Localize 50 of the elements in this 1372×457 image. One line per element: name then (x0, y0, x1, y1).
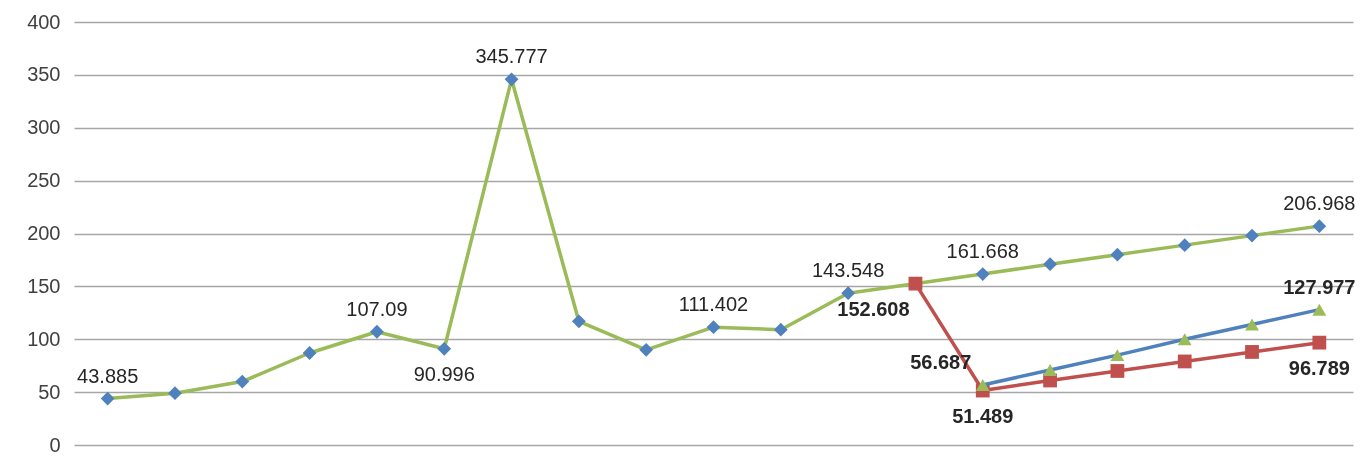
point (437, 341, 452, 356)
point (235, 374, 250, 389)
data-label: 90.996 (413, 362, 475, 385)
point (1245, 228, 1259, 243)
y-tick-label: 0 (49, 433, 61, 456)
point (1110, 364, 1125, 378)
data-label: 107.09 (346, 297, 408, 320)
y-tick-label: 100 (27, 327, 61, 350)
y-tick-label: 200 (27, 222, 61, 244)
point (773, 322, 788, 337)
point (1312, 219, 1327, 234)
point (168, 386, 182, 401)
y-tick-label: 50 (38, 380, 61, 403)
y-tick-label: 400 (27, 10, 61, 33)
point (370, 324, 384, 339)
y-tick-label: 150 (27, 274, 61, 297)
point (1110, 247, 1125, 262)
y-tick-label: 350 (27, 63, 61, 86)
point (975, 267, 990, 281)
point (1177, 333, 1192, 346)
point (1043, 257, 1057, 272)
point (908, 276, 923, 291)
data-label: 51.489 (952, 404, 1014, 427)
point (975, 379, 990, 392)
point (1110, 349, 1125, 362)
data-label: 345.777 (475, 45, 548, 68)
point (1312, 303, 1327, 316)
point (1043, 363, 1057, 376)
data-label: 111.402 (678, 293, 749, 316)
y-tick-label: 300 (27, 116, 61, 139)
data-label: 143.548 (811, 259, 885, 282)
point (302, 346, 317, 360)
point (100, 391, 115, 406)
point (706, 320, 721, 335)
point (1245, 345, 1259, 359)
data-label: 161.668 (946, 240, 1019, 263)
data-label: 43.885 (77, 364, 139, 387)
point (571, 314, 586, 329)
point (1312, 335, 1327, 350)
point (1177, 238, 1192, 253)
data-label: 206.968 (1283, 192, 1356, 215)
point (1177, 354, 1192, 369)
point (639, 342, 654, 357)
data-label: 96.789 (1288, 356, 1350, 379)
point (1245, 318, 1259, 331)
data-label: 152.608 (837, 297, 910, 320)
data-label: 127.977 (1283, 275, 1356, 298)
point (504, 72, 519, 87)
y-tick-label: 250 (27, 169, 61, 192)
point (841, 286, 856, 301)
